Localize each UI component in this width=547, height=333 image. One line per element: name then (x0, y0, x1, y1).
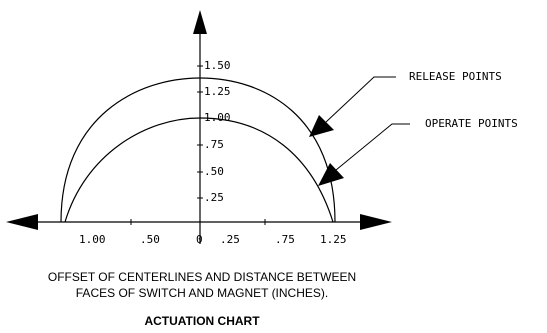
x-axis-left-arrow (6, 214, 38, 230)
release-points-curve (60, 77, 336, 223)
x-tick-marks (130, 219, 266, 225)
operate-leader-line (335, 123, 410, 171)
x-tick-label: .25 (220, 233, 240, 246)
y-tick-label: 1.50 (204, 59, 231, 72)
chart-title: ACTUATION CHART (144, 314, 260, 328)
y-tick-label: 1.25 (204, 85, 231, 98)
x-tick-label: .75 (275, 233, 295, 246)
operate-arrowhead (318, 163, 344, 186)
y-axis-arrow (193, 10, 207, 34)
y-tick-label: .75 (204, 138, 224, 151)
y-tick-marks (197, 65, 203, 199)
release-points-label: RELEASE POINTS (409, 70, 502, 83)
operate-points-label: OPERATE POINTS (425, 117, 518, 130)
caption-line-1: OFFSET OF CENTERLINES AND DISTANCE BETWE… (48, 270, 356, 284)
x-tick-label: 1.25 (320, 233, 347, 246)
y-tick-label: .50 (204, 165, 224, 178)
release-leader-line (325, 76, 396, 123)
operate-points-curve (64, 117, 334, 223)
release-arrowhead (309, 115, 334, 137)
y-tick-label: .25 (204, 191, 224, 204)
x-tick-label: 0 (196, 233, 203, 246)
caption-line-2: FACES OF SWITCH AND MAGNET (INCHES). (76, 286, 328, 300)
x-tick-label: .50 (140, 233, 160, 246)
x-axis-right-arrow (360, 214, 392, 230)
y-tick-label: 1.00 (204, 111, 231, 124)
x-tick-label: 1.00 (79, 233, 106, 246)
